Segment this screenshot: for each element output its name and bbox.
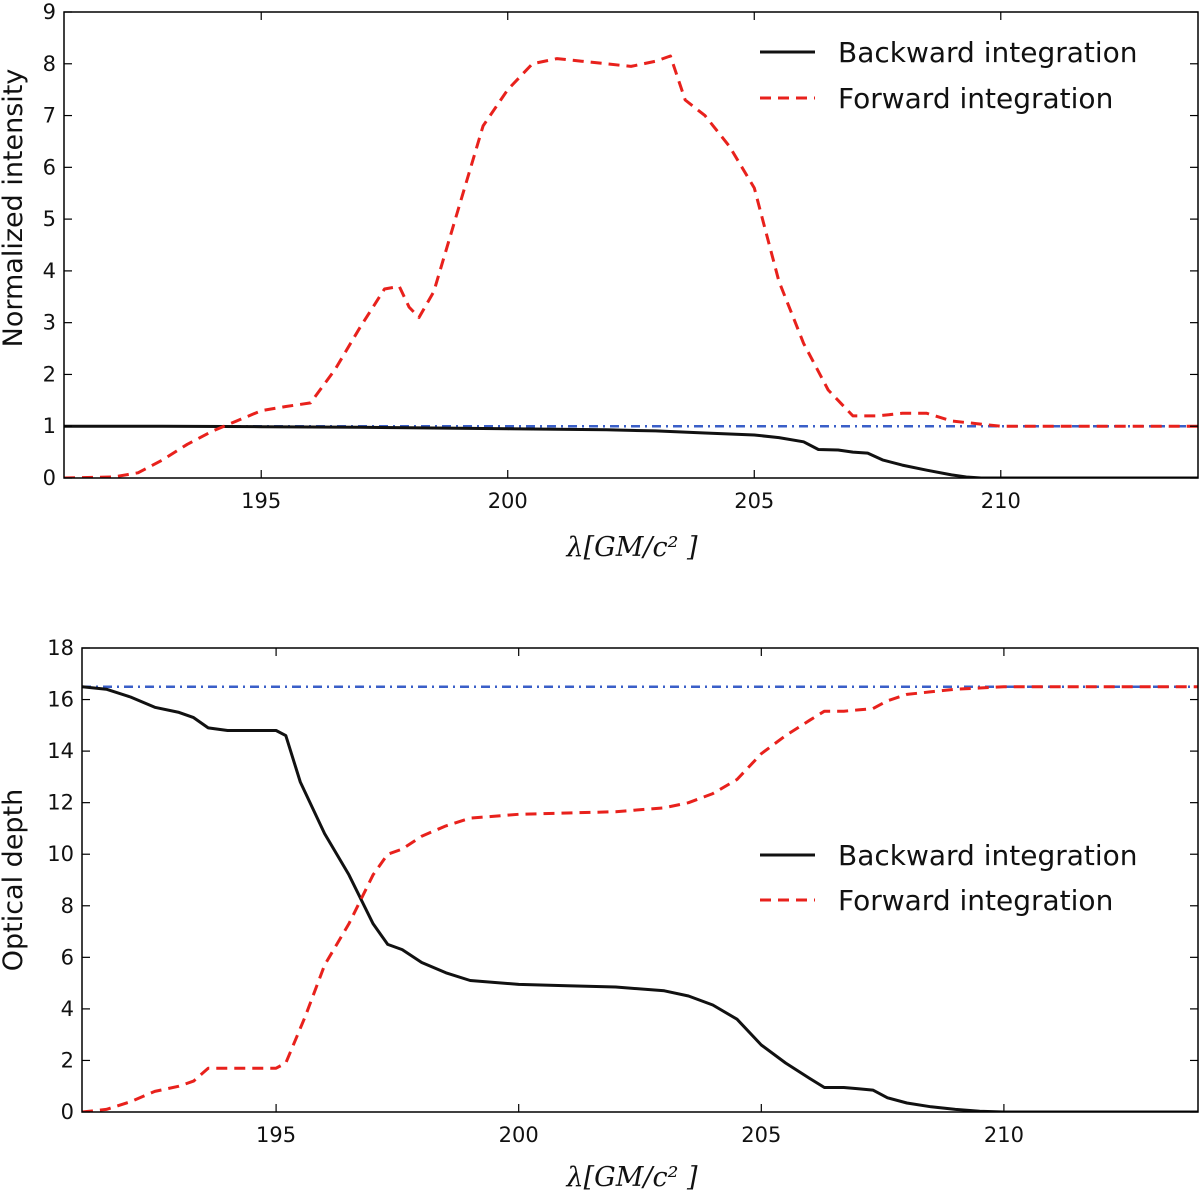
intensity-y-axis-label: Normalized intensity <box>0 69 29 348</box>
y-tick-label: 8 <box>43 52 56 76</box>
intensity-x-axis-label: λ[GM/c² ] <box>565 532 697 563</box>
intensity-axes: 0 1 2 3 4 5 6 7 8 9 195 200 205 210 <box>43 0 1199 513</box>
y-tick-label: 0 <box>61 1100 74 1124</box>
y-tick-label: 18 <box>47 636 74 660</box>
y-tick-label: 1 <box>43 414 56 438</box>
optical-depth-plot-area <box>82 685 1198 1112</box>
legend-backward-label: Backward integration <box>838 36 1138 69</box>
y-tick-label: 0 <box>43 466 56 490</box>
y-tick-label: 16 <box>47 688 74 712</box>
axes-frame <box>63 11 1199 479</box>
x-tick-label: 205 <box>741 1123 781 1147</box>
optical-depth-legend: Backward integration Forward integration <box>760 839 1138 917</box>
y-tick-label: 4 <box>43 259 56 283</box>
x-tick-label: 195 <box>241 489 281 513</box>
y-tick-label: 2 <box>43 362 56 386</box>
y-tick-label: 7 <box>43 104 56 128</box>
intensity-legend: Backward integration Forward integration <box>760 36 1138 115</box>
y-tick-label: 2 <box>61 1048 74 1072</box>
intensity-plot-area <box>64 54 1198 478</box>
y-tick-label: 6 <box>43 155 56 179</box>
x-tick-label: 210 <box>984 1123 1024 1147</box>
optical-depth-x-axis-label: λ[GM/c² ] <box>565 1162 697 1193</box>
optical-depth-axes: 0 2 4 6 8 10 12 14 16 18 195 200 205 210 <box>47 636 1199 1147</box>
legend-backward-label: Backward integration <box>838 839 1138 872</box>
optical-depth-chart: 0 2 4 6 8 10 12 14 16 18 195 200 205 210 Optical dept… <box>0 636 1199 1193</box>
optical-depth-y-axis-label: Optical depth <box>0 789 29 972</box>
y-tick-label: 3 <box>43 311 56 335</box>
y-tick-label: 6 <box>61 945 74 969</box>
y-tick-label: 12 <box>47 791 74 815</box>
y-tick-label: 10 <box>47 842 74 866</box>
series-backward-integration-line <box>82 685 1198 1112</box>
series-forward-integration-line <box>64 54 1198 478</box>
series-forward-integration-line <box>82 685 1198 1112</box>
x-tick-label: 200 <box>488 489 528 513</box>
y-tick-label: 4 <box>61 997 74 1021</box>
x-tick-label: 200 <box>499 1123 539 1147</box>
axes-frame <box>81 647 1199 1113</box>
y-tick-label: 8 <box>61 894 74 918</box>
legend-forward-label: Forward integration <box>838 82 1113 115</box>
x-tick-label: 195 <box>256 1123 296 1147</box>
y-tick-label: 14 <box>47 739 74 763</box>
x-tick-label: 205 <box>734 489 774 513</box>
x-tick-label: 210 <box>981 489 1021 513</box>
y-tick-label: 9 <box>43 0 56 24</box>
legend-forward-label: Forward integration <box>838 884 1113 917</box>
y-tick-label: 5 <box>43 207 56 231</box>
series-backward-integration-line <box>64 424 1198 478</box>
intensity-chart: 0 1 2 3 4 5 6 7 8 9 195 200 205 210 Normalized intens… <box>0 0 1199 563</box>
